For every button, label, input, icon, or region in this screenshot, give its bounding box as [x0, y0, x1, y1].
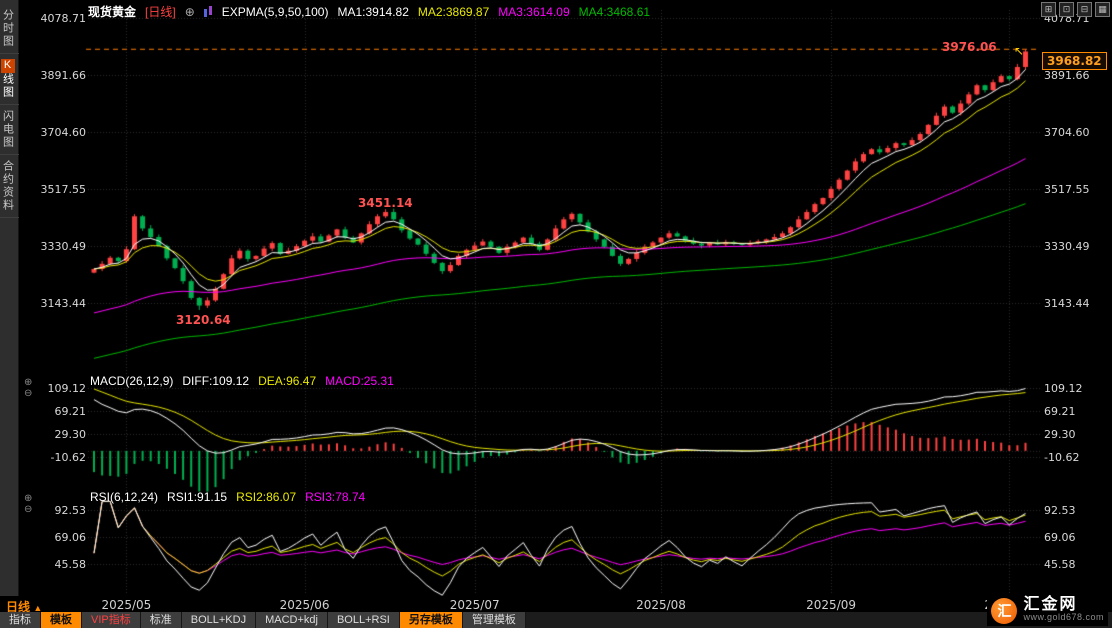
expma-icon	[203, 5, 213, 18]
x-axis-label: 2025/06	[279, 598, 330, 612]
rsi-axis-tick: 92.53	[1044, 504, 1076, 517]
split-layout-icon[interactable]: ⊡	[1059, 2, 1074, 17]
high-marker-icon: ↖	[1014, 44, 1025, 58]
sidebar-item-lightning-chart[interactable]: 闪电图	[0, 105, 19, 155]
zoom-in-icon[interactable]: ⊕	[24, 493, 33, 504]
x-axis-label: 2025/07	[449, 598, 500, 612]
y-axis-tick: 3891.66	[40, 69, 87, 82]
rsi-axis-tick: 45.58	[1044, 558, 1076, 571]
compress-panels-icon[interactable]: ⊟	[1077, 2, 1092, 17]
macd-axis-tick: 109.12	[47, 382, 87, 395]
rsi-axis-tick: 69.06	[1044, 531, 1076, 544]
period-label: 日线	[6, 600, 31, 614]
ma4-value: MA4:3468.61	[578, 4, 651, 19]
site-branding: 汇 汇金网 www.gold678.com	[987, 596, 1108, 626]
kline-rest-label: 线图	[1, 73, 14, 99]
save-template-button[interactable]: 另存模板	[399, 612, 463, 628]
chart-window-controls: ⊞ ⊡ ⊟ ▦	[1041, 2, 1110, 17]
ma3-value: MA3:3614.09	[498, 4, 570, 19]
zoom-in-icon[interactable]: ⊕	[24, 377, 33, 388]
y-axis-tick: 3704.60	[1044, 126, 1090, 139]
y-axis-tick: 4078.71	[40, 12, 87, 25]
y-axis-tick: 3143.44	[1044, 297, 1090, 310]
macd-axis-tick: 29.30	[54, 428, 87, 441]
macd-axis-tick: 69.21	[1044, 405, 1076, 418]
rsi-legend: RSI(6,12,24) RSI1:91.15 RSI2:86.07 RSI3:…	[90, 490, 365, 504]
rsi-zoom-controls: ⊕ ⊖	[24, 494, 32, 515]
macd-legend: MACD(26,12,9) DIFF:109.12 DEA:96.47 MACD…	[90, 374, 394, 388]
macd-axis-tick: 29.30	[1044, 428, 1076, 441]
tab-vip-indicators[interactable]: VIP指标	[82, 612, 141, 628]
dea-value: DEA:96.47	[258, 374, 317, 388]
zoom-out-icon[interactable]: ⊖	[24, 504, 33, 515]
tab-templates[interactable]: 模板	[41, 612, 82, 628]
y-axis-tick: 3891.66	[1044, 69, 1090, 82]
zoom-out-icon[interactable]: ⊖	[24, 388, 33, 399]
period-tag[interactable]: [日线]	[145, 5, 176, 19]
x-axis-label: 2025/08	[636, 598, 686, 612]
diff-value: DIFF:109.12	[182, 374, 250, 388]
rsi3-value: RSI3:78.74	[305, 490, 366, 504]
rsi-axis-tick: 69.06	[54, 531, 87, 544]
sidebar-item-time-chart[interactable]: 分时图	[0, 4, 19, 54]
y-axis-tick: 3517.55	[40, 183, 87, 196]
swing-high-annotation: 3451.14	[358, 196, 413, 210]
rsi-axis-tick: 45.58	[54, 558, 87, 571]
x-axis-label: 2025/05	[101, 598, 152, 612]
x-axis-label: 2025/09	[806, 598, 857, 612]
session-high-annotation: 3976.06	[942, 40, 997, 54]
add-indicator-icon[interactable]: ⊕	[184, 4, 195, 19]
macd-title: MACD(26,12,9)	[90, 374, 174, 388]
y-axis-tick: 3330.49	[40, 240, 87, 253]
brand-url: www.gold678.com	[1023, 612, 1104, 622]
brand-logo-icon: 汇	[991, 598, 1018, 624]
main-chart-legend: 现货黄金 [日线] ⊕ EXPMA(5,9,50,100) MA1:3914.8…	[88, 3, 650, 20]
rsi-title: RSI(6,12,24)	[90, 490, 159, 504]
chevron-up-icon: ▲	[33, 603, 43, 613]
grid-layout-icon[interactable]: ⊞	[1041, 2, 1056, 17]
chart-canvas[interactable]	[0, 0, 1112, 596]
rsi2-value: RSI2:86.07	[236, 490, 297, 504]
tab-macd-kdj[interactable]: MACD+kdj	[256, 612, 328, 628]
ma1-value: MA1:3914.82	[337, 4, 409, 19]
macd-zoom-controls: ⊕ ⊖	[24, 378, 32, 399]
y-axis-tick: 3330.49	[1044, 240, 1090, 253]
macd-axis-tick: 69.21	[54, 405, 87, 418]
last-price-tag: 3968.82	[1042, 52, 1107, 70]
y-axis-tick: 3704.60	[40, 126, 87, 139]
expma-label: EXPMA(5,9,50,100)	[221, 4, 329, 19]
chart-type-sidebar: 分时图 K线图 闪电图 合约资料	[0, 0, 19, 596]
panel-list-icon[interactable]: ▦	[1095, 2, 1110, 17]
macd-axis-tick: -10.62	[50, 451, 86, 464]
template-toolbar: 指标 模板 VIP指标 标准 BOLL+KDJ MACD+kdj BOLL+RS…	[0, 612, 1112, 628]
macd-value: MACD:25.31	[325, 374, 394, 388]
swing-low-annotation: 3120.64	[176, 313, 231, 327]
rsi1-value: RSI1:91.15	[167, 490, 228, 504]
sidebar-item-kline-chart[interactable]: K线图	[0, 54, 19, 105]
symbol-name: 现货黄金	[88, 5, 137, 19]
macd-axis-tick: -10.62	[1044, 451, 1080, 464]
manage-template-button[interactable]: 管理模板	[462, 612, 526, 628]
macd-axis-tick: 109.12	[1044, 382, 1083, 395]
tab-boll-rsi[interactable]: BOLL+RSI	[327, 612, 400, 628]
period-selector[interactable]: 日线 ▲	[6, 598, 42, 615]
y-axis-tick: 3143.44	[40, 297, 87, 310]
rsi-axis-tick: 92.53	[54, 504, 87, 517]
ma2-value: MA2:3869.87	[417, 4, 490, 19]
kline-k-badge: K	[0, 59, 15, 73]
tab-boll-kdj[interactable]: BOLL+KDJ	[181, 612, 257, 628]
brand-name: 汇金网	[1023, 596, 1078, 613]
sidebar-item-contract-info[interactable]: 合约资料	[0, 155, 19, 218]
tab-indicators[interactable]: 指标	[0, 612, 41, 628]
tab-standard[interactable]: 标准	[140, 612, 182, 628]
y-axis-tick: 3517.55	[1044, 183, 1090, 196]
